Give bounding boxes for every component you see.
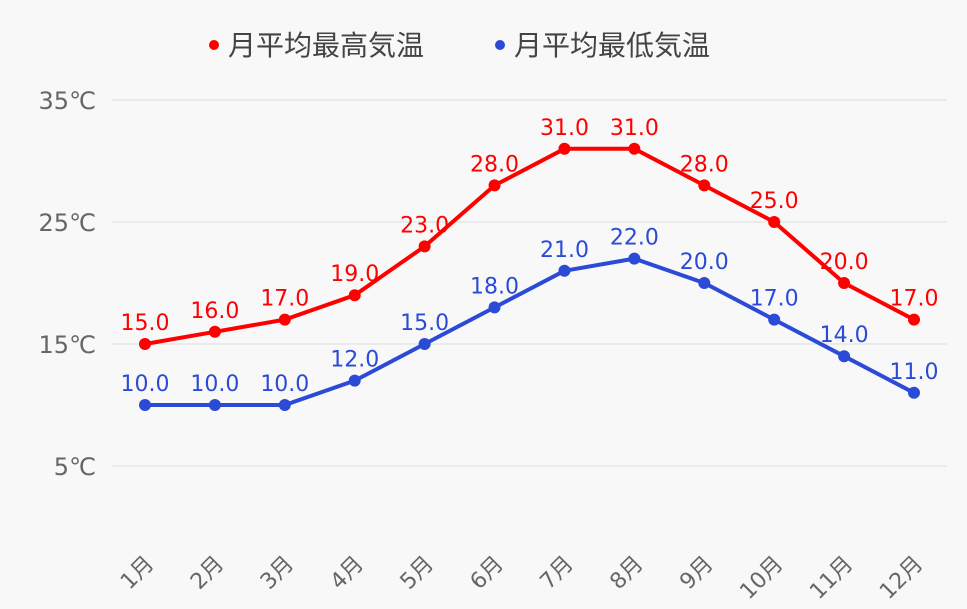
data-point	[908, 386, 920, 399]
data-point	[278, 313, 291, 326]
data-label: 17.0	[260, 287, 309, 312]
data-point	[139, 399, 151, 411]
data-point	[838, 277, 851, 289]
x-tick-label: 10月	[735, 552, 788, 605]
legend[interactable]: 月平均最高気温 月平均最低気温	[209, 29, 710, 62]
x-tick-label: 12月	[875, 552, 928, 605]
data-label: 28.0	[680, 152, 729, 177]
data-point	[208, 325, 221, 338]
data-label: 31.0	[540, 116, 589, 141]
data-point	[698, 179, 711, 192]
data-point	[488, 179, 501, 192]
data-label: 17.0	[890, 287, 939, 312]
x-tick-label: 9月	[675, 552, 718, 595]
data-label: 20.0	[680, 250, 729, 275]
legend-marker	[209, 40, 219, 50]
data-point	[139, 338, 151, 350]
legend-item[interactable]: 月平均最低気温	[495, 29, 710, 62]
data-point	[628, 142, 641, 155]
data-label: 11.0	[890, 360, 939, 385]
x-tick-label: 7月	[536, 552, 579, 595]
x-axis-ticks: 1月 2月 3月 4月 5月 6月 7月 8月 9月 10月 11月 12月	[116, 552, 928, 605]
data-label: 12.0	[330, 348, 379, 373]
data-label: 31.0	[610, 116, 659, 141]
data-label: 14.0	[820, 323, 869, 348]
data-point	[278, 399, 291, 411]
y-tick-label: 25℃	[39, 209, 97, 237]
data-label: 15.0	[121, 311, 170, 336]
legend-marker	[495, 40, 505, 50]
data-point	[698, 277, 711, 289]
x-tick-label: 8月	[605, 552, 648, 595]
gridlines	[112, 99, 947, 467]
y-tick-label: 15℃	[39, 331, 97, 359]
data-label: 20.0	[820, 250, 869, 275]
series-lines: 15.0 16.0 17.0 19.0 23.0 28.0 31.0 31.0 28.0 25.0…	[121, 116, 939, 411]
data-label: 22.0	[610, 226, 659, 251]
y-axis-ticks: 5℃ 15℃ 25℃ 35℃	[39, 87, 97, 481]
data-point	[348, 374, 361, 387]
data-label: 18.0	[470, 274, 519, 299]
series-line	[145, 256, 915, 407]
x-tick-label: 6月	[466, 552, 509, 595]
data-point	[838, 350, 851, 363]
data-label: 15.0	[400, 311, 449, 336]
data-point	[628, 252, 641, 265]
x-tick-label: 5月	[396, 552, 439, 595]
data-point	[348, 289, 361, 302]
data-label: 23.0	[400, 213, 449, 238]
data-label: 28.0	[470, 152, 519, 177]
y-tick-label: 5℃	[54, 453, 96, 481]
x-tick-label: 1月	[116, 552, 159, 595]
data-label: 17.0	[750, 287, 799, 312]
data-point	[558, 142, 571, 155]
data-label: 25.0	[750, 189, 799, 214]
data-point	[908, 313, 920, 326]
data-point	[768, 313, 781, 326]
legend-label: 月平均最低気温	[514, 29, 710, 62]
data-point	[208, 399, 221, 411]
y-tick-label: 35℃	[39, 87, 97, 115]
data-label: 10.0	[121, 372, 170, 397]
data-point	[558, 264, 571, 277]
data-label: 10.0	[260, 372, 309, 397]
data-label: 10.0	[190, 372, 239, 397]
legend-label: 月平均最高気温	[228, 29, 424, 62]
legend-item[interactable]: 月平均最高気温	[209, 29, 424, 62]
x-tick-label: 2月	[186, 552, 229, 595]
series-min: 10.0 10.0 10.0 12.0 15.0 18.0 21.0 22.0 20.0 17.0…	[121, 226, 939, 411]
series-max: 15.0 16.0 17.0 19.0 23.0 28.0 31.0 31.0 28.0 25.0…	[121, 116, 939, 350]
data-label: 21.0	[540, 238, 589, 263]
x-tick-label: 4月	[326, 552, 369, 595]
data-point	[418, 240, 431, 253]
series-line	[144, 146, 915, 346]
x-tick-label: 11月	[805, 552, 858, 605]
x-tick-label: 3月	[256, 552, 299, 595]
data-label: 19.0	[330, 262, 379, 287]
data-point	[418, 338, 431, 350]
data-point	[768, 216, 781, 228]
data-point	[488, 301, 501, 314]
data-label: 16.0	[190, 299, 239, 324]
